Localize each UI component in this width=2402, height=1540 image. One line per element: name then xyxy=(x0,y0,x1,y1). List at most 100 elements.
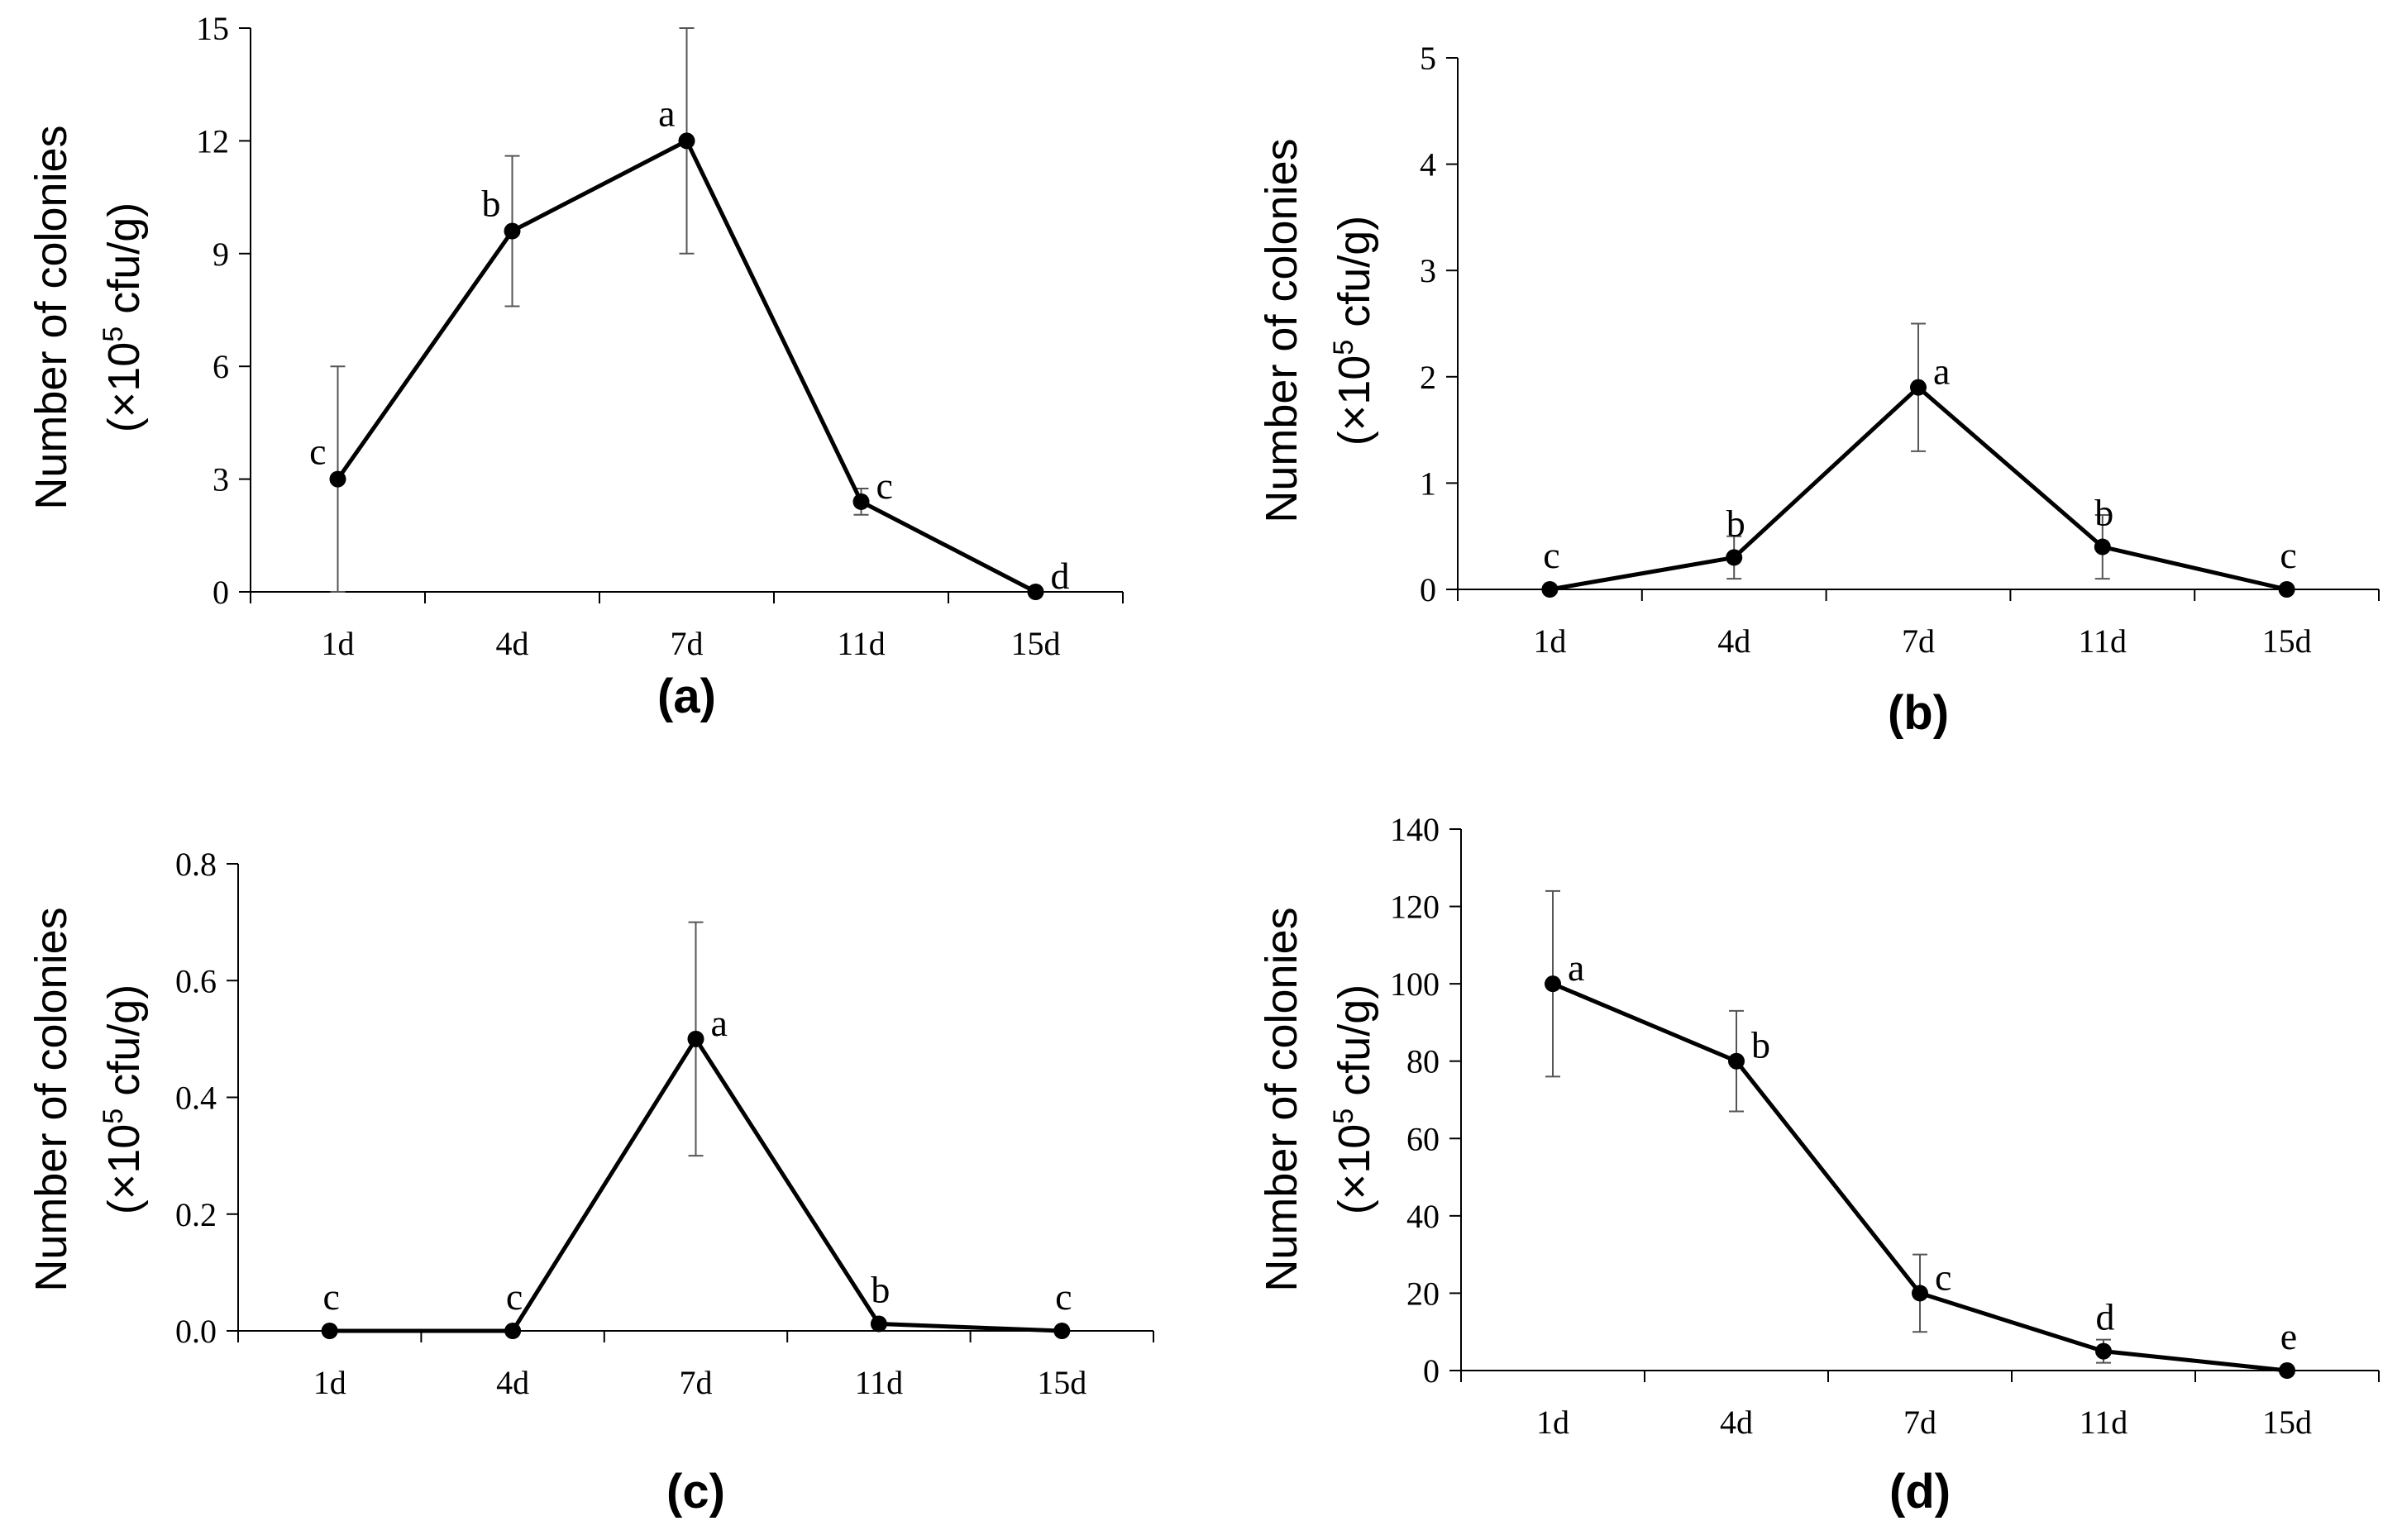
y-axis-label-line2: (×105 cfu/g) xyxy=(98,985,149,1215)
y-axis-label-prefix: (×10 xyxy=(1330,1124,1379,1215)
y-tick-label: 120 xyxy=(1390,889,1440,926)
y-axis-label-line1: Number of colonies xyxy=(1257,907,1306,1291)
data-point xyxy=(678,132,695,150)
panel-label: (c) xyxy=(666,1465,725,1519)
x-tick-label: 11d xyxy=(2080,1404,2128,1441)
x-tick-label: 15d xyxy=(2262,622,2312,660)
data-point xyxy=(2095,1342,2112,1360)
y-axis-label-line2: (×105 cfu/g) xyxy=(1328,985,1379,1215)
data-point xyxy=(1726,549,1743,566)
data-point xyxy=(2279,1362,2295,1379)
data-point xyxy=(1027,584,1044,600)
y-tick-label: 0 xyxy=(1420,571,1436,608)
x-tick-label: 15d xyxy=(1011,625,1061,662)
x-tick-label: 1d xyxy=(1533,622,1566,660)
x-tick-label: 15d xyxy=(2262,1404,2312,1441)
y-tick-label: 2 xyxy=(1420,359,1436,396)
data-point xyxy=(321,1323,338,1339)
significance-letter: e xyxy=(2280,1315,2297,1357)
significance-letter: b xyxy=(871,1269,890,1311)
y-tick-label: 3 xyxy=(213,461,229,498)
data-point xyxy=(1541,581,1559,598)
x-tick-label: 4d xyxy=(496,1364,529,1401)
significance-letter: c xyxy=(1055,1275,1072,1318)
data-point xyxy=(2094,538,2111,555)
x-tick-label: 7d xyxy=(1903,1404,1936,1441)
significance-letter: b xyxy=(2094,492,2113,534)
y-axis-label-line2: (×105 cfu/g) xyxy=(1328,216,1379,446)
data-point xyxy=(1910,379,1927,396)
data-point xyxy=(852,493,870,510)
y-axis-label-prefix: (×10 xyxy=(1330,355,1379,446)
significance-letter: a xyxy=(1933,350,1950,393)
panel-label: (a) xyxy=(657,670,716,723)
significance-letter: a xyxy=(658,92,675,134)
y-tick-label: 0.6 xyxy=(175,962,217,999)
y-axis-label-superscript: 5 xyxy=(98,1109,129,1124)
data-point xyxy=(1545,975,1561,993)
y-tick-label: 3 xyxy=(1420,252,1436,289)
x-tick-label: 7d xyxy=(1902,622,1935,660)
data-point xyxy=(1053,1323,1071,1339)
y-tick-label: 100 xyxy=(1390,965,1440,1003)
significance-letter: c xyxy=(1543,534,1559,576)
y-tick-label: 0 xyxy=(213,574,229,611)
y-axis-label-superscript: 5 xyxy=(98,327,129,342)
significance-letter: a xyxy=(1568,946,1584,989)
x-tick-label: 4d xyxy=(496,625,529,662)
y-tick-label: 12 xyxy=(196,122,229,160)
y-tick-label: 5 xyxy=(1420,40,1436,77)
significance-letter: d xyxy=(2096,1296,2115,1338)
significance-letter: c xyxy=(876,465,893,507)
significance-letter: c xyxy=(322,1275,339,1318)
y-tick-label: 40 xyxy=(1406,1198,1440,1235)
y-tick-label: 0.8 xyxy=(175,846,217,883)
y-tick-label: 60 xyxy=(1406,1120,1440,1157)
x-tick-label: 15d xyxy=(1037,1364,1086,1401)
y-axis-label-superscript: 5 xyxy=(1328,1109,1359,1124)
data-point xyxy=(1728,1052,1745,1070)
significance-letter: b xyxy=(1726,502,1745,544)
x-tick-label: 4d xyxy=(1717,622,1750,660)
significance-letter: c xyxy=(309,431,326,473)
data-point xyxy=(329,470,346,488)
y-tick-label: 20 xyxy=(1406,1275,1440,1312)
y-tick-label: 0.2 xyxy=(175,1196,217,1233)
y-tick-label: 0.4 xyxy=(175,1080,217,1117)
y-tick-label: 80 xyxy=(1406,1043,1440,1080)
y-axis-label-prefix: (×10 xyxy=(99,1124,149,1215)
x-tick-label: 11d xyxy=(837,625,886,662)
x-tick-label: 11d xyxy=(855,1364,904,1401)
y-tick-label: 9 xyxy=(213,236,229,273)
x-tick-label: 1d xyxy=(313,1364,346,1401)
y-tick-label: 0.0 xyxy=(175,1313,217,1350)
y-axis-label-suffix: cfu/g) xyxy=(1330,216,1379,340)
chart-panel-1: 0 1 2 3 4 5 1d 4d 7d 11d 15d c b a b c Number of colonie… xyxy=(1257,40,2380,740)
significance-letter: a xyxy=(711,1002,728,1044)
chart-panel-2: 0.0 0.2 0.4 0.6 0.8 1d 4d 7d 11d 15d c c a b c Number o… xyxy=(26,846,1154,1519)
significance-letter: c xyxy=(1935,1256,1951,1298)
y-axis-label-line1: Number of colonies xyxy=(1257,138,1306,522)
y-axis-label-prefix: (×10 xyxy=(99,342,149,433)
significance-letter: b xyxy=(1751,1024,1770,1066)
y-tick-label: 0 xyxy=(1423,1352,1440,1390)
data-point xyxy=(2278,581,2295,598)
y-tick-label: 1 xyxy=(1420,465,1436,502)
x-tick-label: 7d xyxy=(671,625,704,662)
data-point xyxy=(1912,1285,1928,1302)
y-axis-label-suffix: cfu/g) xyxy=(99,203,149,327)
y-axis-label-suffix: cfu/g) xyxy=(99,985,149,1109)
y-axis-label-line2: (×105 cfu/g) xyxy=(98,203,149,433)
data-point xyxy=(687,1030,704,1047)
x-tick-label: 1d xyxy=(322,625,355,662)
y-axis-label-superscript: 5 xyxy=(1328,340,1359,355)
x-tick-label: 4d xyxy=(1720,1404,1753,1441)
data-point xyxy=(504,222,521,240)
data-point xyxy=(504,1323,522,1339)
x-tick-label: 7d xyxy=(680,1364,713,1401)
y-axis-label-line1: Number of colonies xyxy=(26,907,76,1291)
significance-letter: d xyxy=(1051,555,1070,597)
chart-panel-0: 0 3 6 9 12 15 1d 4d 7d 11d 15d c b a c d Number of colon… xyxy=(26,10,1124,723)
chart-panel-3: 0 20 40 60 80 100 120 140 1d 4d 7d 11d 15d a b c d e Numbe… xyxy=(1257,811,2380,1519)
